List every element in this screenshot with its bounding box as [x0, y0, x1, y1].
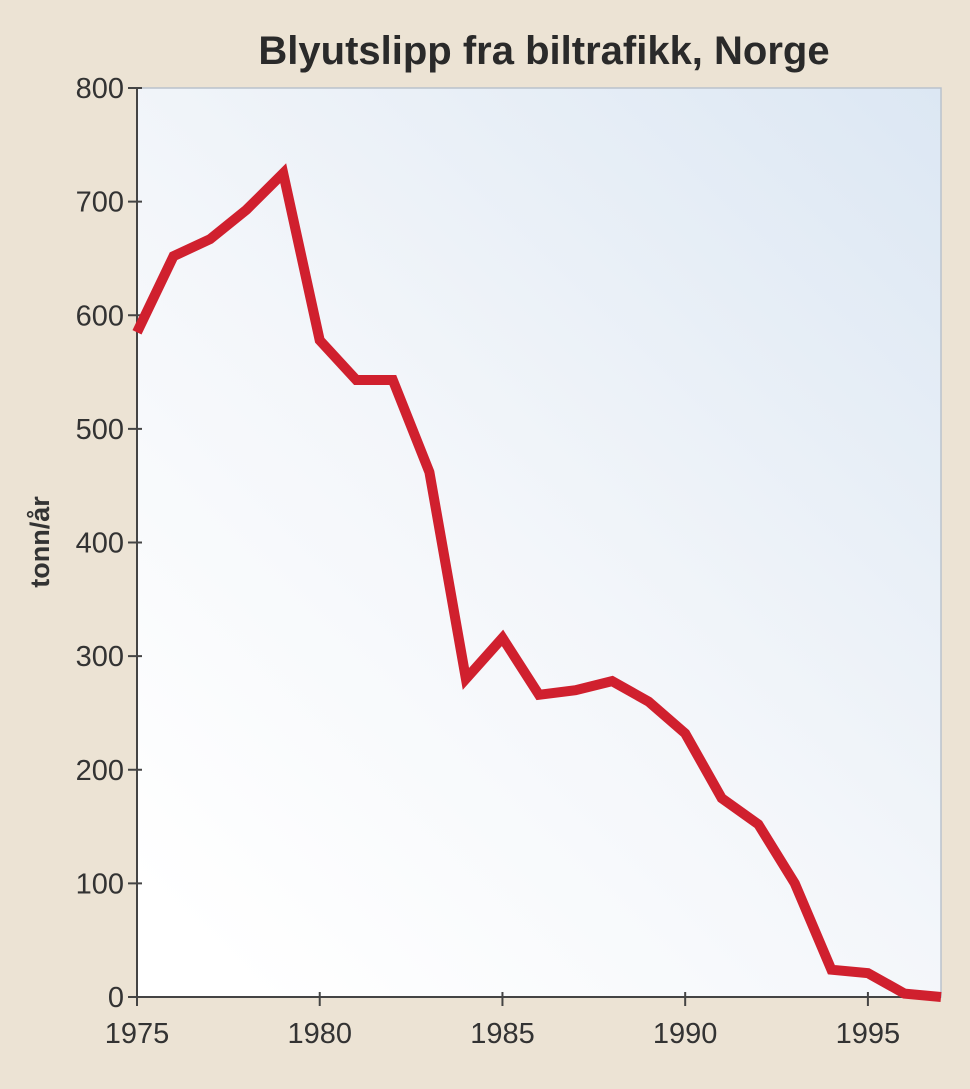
x-tick-label: 1985	[470, 1018, 535, 1050]
y-ticks: 0 100 200 300 400 500 600 700 800	[76, 73, 142, 1014]
x-tick-label: 1980	[287, 1018, 352, 1050]
y-tick-label: 300	[76, 641, 124, 673]
y-tick-label: 700	[76, 187, 124, 219]
plot-area	[136, 87, 942, 998]
y-tick-label: 0	[108, 982, 124, 1014]
x-tick-label: 1975	[105, 1018, 170, 1050]
series-line	[132, 163, 942, 1002]
x-tick-label: 1990	[653, 1018, 718, 1050]
x-tick-label: 1995	[836, 1018, 901, 1050]
y-tick-label: 200	[76, 755, 124, 787]
chart-title: Blyutslipp fra biltrafikk, Norge	[258, 29, 829, 73]
y-tick-label: 500	[76, 414, 124, 446]
y-tick-label: 600	[76, 300, 124, 332]
y-tick-label: 100	[76, 868, 124, 900]
y-tick-label: 800	[76, 73, 124, 105]
series-layer	[132, 163, 942, 1002]
y-axis-label: tonn/år	[25, 496, 55, 588]
y-tick-label: 400	[76, 528, 124, 560]
x-ticks: 1975 1980 1985 1990 1995	[105, 992, 900, 1050]
